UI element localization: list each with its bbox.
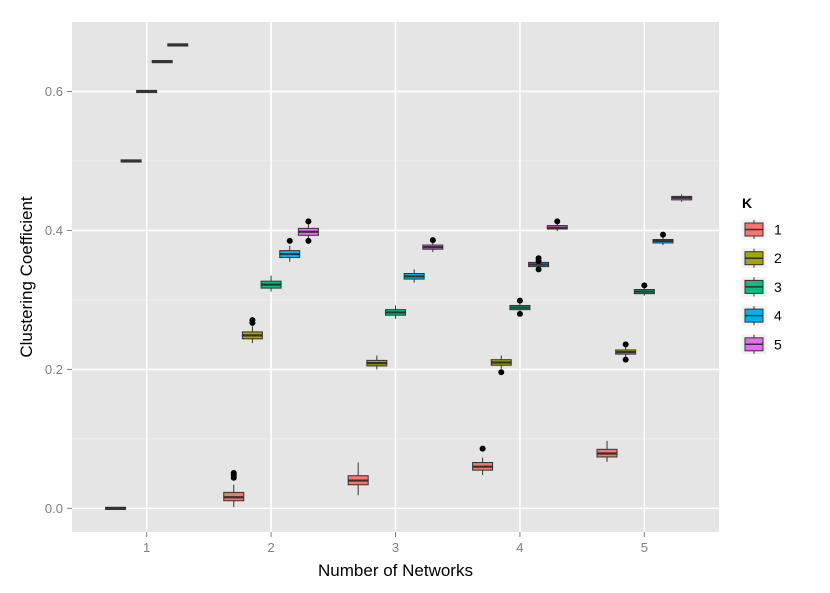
legend-label: 4 bbox=[774, 308, 782, 324]
legend-title: K bbox=[742, 195, 752, 211]
box bbox=[167, 43, 189, 47]
box bbox=[652, 231, 674, 246]
x-tick-label: 4 bbox=[516, 540, 523, 555]
x-axis-title: Number of Networks bbox=[318, 561, 473, 580]
x-tick-label: 3 bbox=[392, 540, 399, 555]
outlier-point bbox=[622, 356, 629, 363]
box bbox=[297, 218, 319, 244]
box bbox=[403, 269, 425, 283]
box bbox=[151, 60, 173, 64]
y-axis-title: Clustering Coefficient bbox=[17, 196, 36, 358]
box bbox=[596, 440, 618, 462]
outlier-point bbox=[305, 237, 312, 244]
box-series bbox=[105, 43, 693, 510]
outlier-point bbox=[554, 218, 561, 225]
legend-label: 3 bbox=[774, 279, 782, 295]
outlier-point bbox=[305, 218, 312, 225]
box bbox=[223, 469, 245, 507]
box bbox=[472, 445, 494, 476]
box bbox=[671, 194, 693, 202]
box bbox=[422, 237, 444, 252]
legend-item: 3 bbox=[740, 275, 782, 298]
outlier-point bbox=[516, 297, 523, 304]
outlier-point bbox=[535, 266, 542, 273]
box bbox=[546, 218, 568, 232]
box bbox=[105, 506, 127, 510]
y-tick-label: 0.2 bbox=[45, 362, 63, 377]
x-tick-label: 1 bbox=[143, 540, 150, 555]
major-grid bbox=[72, 22, 719, 532]
box bbox=[633, 282, 655, 296]
box bbox=[120, 159, 142, 163]
outlier-point bbox=[286, 237, 293, 244]
box bbox=[241, 317, 263, 344]
outlier-point bbox=[429, 237, 436, 244]
box bbox=[260, 275, 282, 292]
box bbox=[136, 89, 158, 94]
outlier-point bbox=[516, 310, 523, 317]
box bbox=[347, 462, 369, 496]
x-tick-label: 2 bbox=[267, 540, 274, 555]
legend-label: 1 bbox=[774, 222, 782, 238]
outlier-point bbox=[249, 317, 256, 324]
box bbox=[615, 341, 637, 363]
legend-label: 5 bbox=[774, 336, 782, 352]
box bbox=[279, 237, 301, 262]
y-axis: 0.0 0.2 0.4 0.6 bbox=[45, 84, 72, 516]
legend-item: 4 bbox=[740, 304, 782, 327]
outlier-point bbox=[230, 469, 237, 476]
x-axis: 1 2 3 4 5 bbox=[143, 532, 648, 555]
outlier-point bbox=[479, 445, 486, 452]
box bbox=[509, 297, 531, 317]
y-tick-label: 0.0 bbox=[45, 501, 63, 516]
outlier-point bbox=[622, 341, 629, 348]
x-tick-label: 5 bbox=[641, 540, 648, 555]
legend-item: 5 bbox=[740, 333, 782, 356]
outlier-point bbox=[535, 255, 542, 262]
y-tick-label: 0.4 bbox=[45, 223, 63, 238]
outlier-point bbox=[660, 231, 667, 238]
box bbox=[490, 355, 512, 376]
outlier-point bbox=[498, 369, 505, 376]
box bbox=[528, 255, 550, 273]
box bbox=[366, 355, 388, 370]
legend-item: 1 bbox=[740, 218, 782, 241]
legend: K 1 2 3 4 5 bbox=[740, 195, 782, 356]
outlier-point bbox=[641, 282, 648, 289]
legend-item: 2 bbox=[740, 247, 782, 270]
legend-label: 2 bbox=[774, 250, 782, 266]
y-tick-label: 0.6 bbox=[45, 84, 63, 99]
box bbox=[385, 305, 406, 319]
